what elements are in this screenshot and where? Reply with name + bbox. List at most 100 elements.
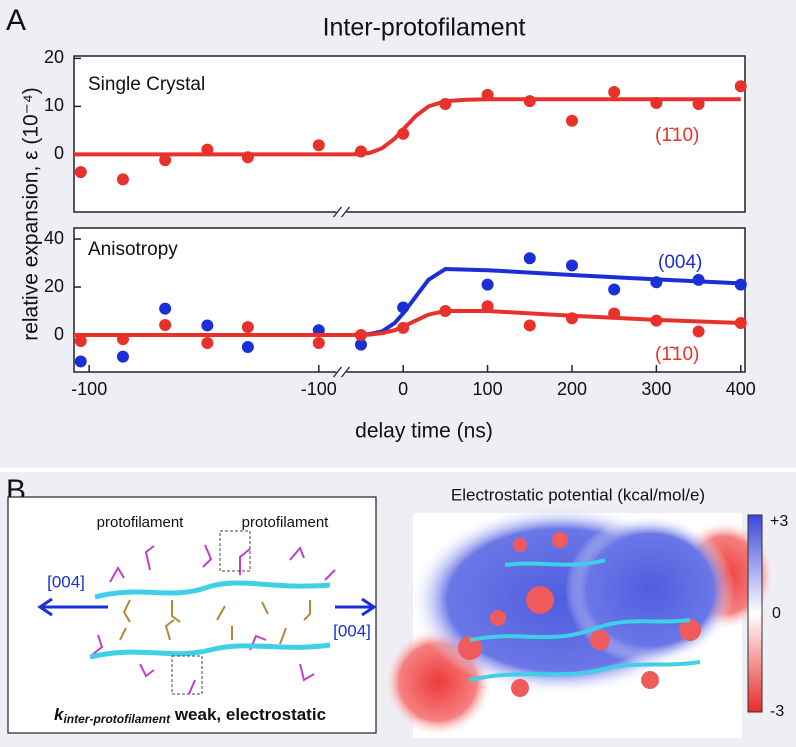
data-point [159,318,172,331]
plot-area [73,227,746,373]
data-point [565,114,578,127]
data-point [608,86,621,98]
data-point [608,283,621,296]
x-tick-label: 0 [398,379,408,399]
x-tick-label: -100 [301,379,337,399]
series-label: (1̄10) [655,125,699,146]
data-point [241,151,254,164]
direction-label: [004] [47,572,85,591]
y-tick-label: 0 [54,143,64,163]
data-point [201,319,214,332]
axis-break-gap [336,209,347,215]
x-axis-label: delay time (ns) [355,420,493,443]
structure-panel: protofilament protofilament [004] [004] … [7,496,377,734]
data-point [74,355,87,368]
direction-label: [004] [333,621,371,640]
annotation: Anisotropy [88,239,178,260]
data-point [481,88,494,101]
y-tick-label: 20 [44,276,64,296]
data-point [74,166,87,179]
potential-panel: Electrostatic potential (kcal/mol/e) +3 … [383,485,788,738]
beta-strand [469,618,691,642]
data-point [397,127,410,140]
data-point [201,143,214,156]
data-point [692,325,705,338]
beta-strand [504,558,606,567]
data-point [354,145,367,158]
data-point [734,80,747,93]
y-tick-label: 40 [44,228,64,248]
data-point [116,173,129,186]
direction-arrow [37,597,108,617]
contact-box [219,530,251,572]
side-chains [91,544,336,695]
protofilament-label: protofilament [242,514,330,531]
y-tick-label: 20 [44,47,64,67]
data-point [397,321,410,334]
axis-break [333,366,343,378]
data-point [734,317,747,330]
data-point [523,95,536,108]
caption-subscript: inter-protofilament [63,712,171,726]
data-point [692,98,705,110]
x-tick-label: -100 [71,379,107,399]
data-point [650,97,663,110]
data-point [159,154,172,167]
axis-break [341,366,351,378]
data-point [116,350,129,363]
data-point [523,319,536,332]
caption-text: weak, electrostatic [170,705,326,724]
x-tick-label: 200 [557,379,587,399]
data-point [241,341,254,354]
caption-symbol: k [54,705,65,724]
data-point [74,335,87,348]
direction-arrow [335,597,377,617]
chart-title: Inter-protofilament [323,14,526,42]
x-tick-label: 300 [641,379,671,399]
data-point [650,314,663,327]
data-point [201,336,214,349]
data-point [439,98,452,110]
beta-strand [469,660,701,682]
panel-label: A [6,4,26,37]
colorbar-label: +3 [770,513,788,530]
series-label: (004) [658,252,702,273]
plot-area [73,55,746,213]
data-point [241,321,254,334]
y-tick-label: 0 [54,324,64,344]
negative-patches [458,532,701,697]
data-point [312,336,325,349]
annotation: Single Crystal [88,74,205,95]
y-tick-label: 10 [44,95,64,115]
colorbar-label: 0 [772,605,781,622]
protofilament-label: protofilament [97,514,185,531]
series-label: (1̄10) [655,344,699,365]
x-tick-label: 400 [726,379,756,399]
data-point [159,302,172,315]
data-point [439,305,452,318]
data-point [397,301,410,314]
structure-frame [7,496,377,734]
side-chains [119,599,311,645]
colorbar-label: -3 [770,703,784,720]
map-title: Electrostatic potential (kcal/mol/e) [451,485,705,504]
data-point [608,307,621,320]
data-point [354,329,367,342]
axis-break [333,206,343,218]
data-point [565,312,578,325]
axis-break [341,206,351,218]
data-point [565,259,578,272]
data-point [481,278,494,291]
caption: kinter-protofilament weak, electrostatic [54,705,326,726]
contact-box [171,655,203,695]
data-point [650,276,663,289]
data-point [116,333,129,346]
data-point [523,252,536,265]
beta-strand [94,580,331,600]
x-tick-label: 100 [473,379,503,399]
axis-break-gap [336,369,347,375]
data-point [692,273,705,286]
